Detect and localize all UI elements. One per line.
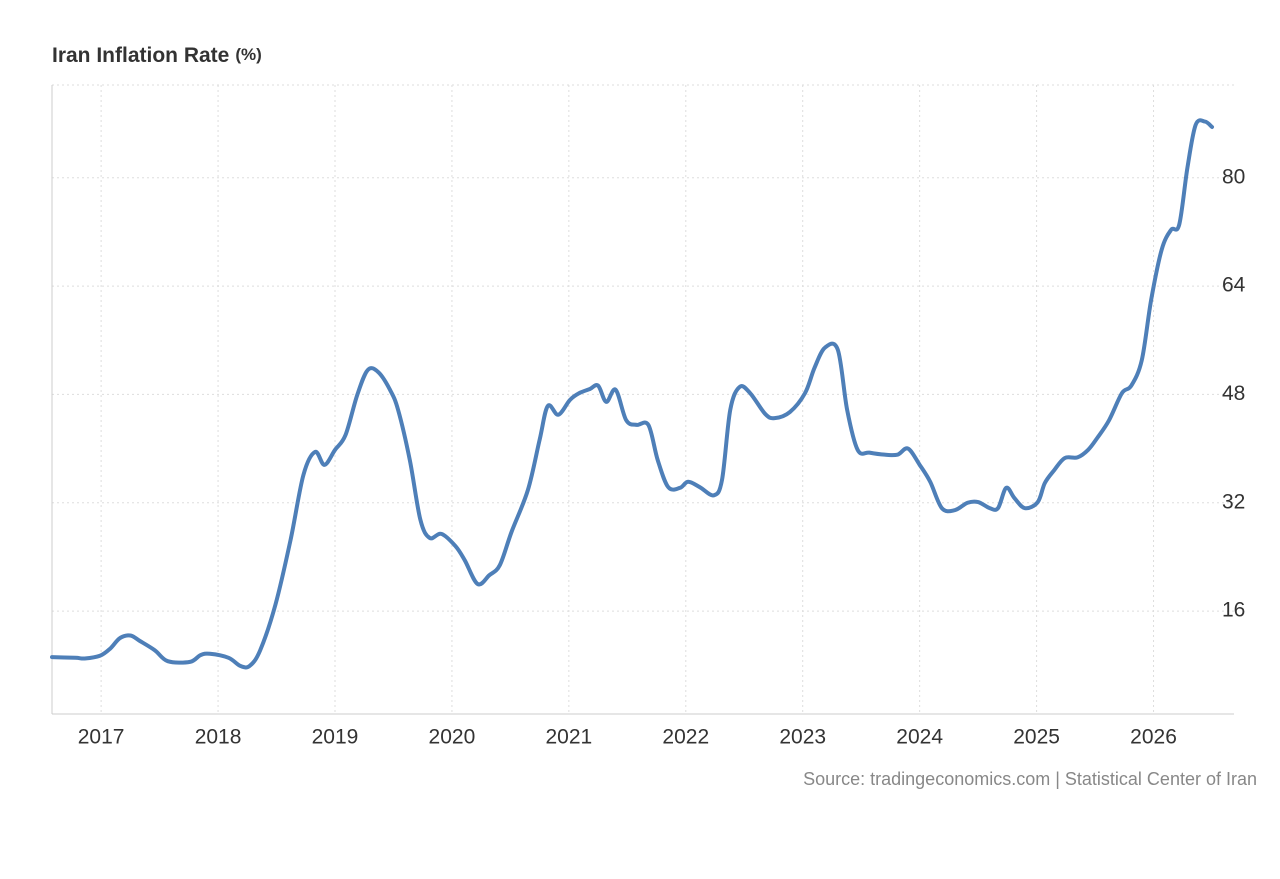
- x-tick-label: 2026: [1130, 726, 1177, 749]
- x-tick-label: 2020: [429, 726, 476, 749]
- y-tick-label: 48: [1222, 382, 1245, 405]
- y-tick-label: 64: [1222, 274, 1246, 297]
- x-tick-label: 2025: [1013, 726, 1060, 749]
- x-tick-label: 2018: [195, 726, 242, 749]
- x-tick-label: 2019: [312, 726, 359, 749]
- y-tick-label: 80: [1222, 165, 1245, 188]
- y-tick-label: 16: [1222, 599, 1245, 622]
- x-tick-label: 2023: [779, 726, 826, 749]
- chart-title: Iran Inflation Rate (%): [52, 44, 262, 67]
- x-tick-label: 2022: [662, 726, 709, 749]
- y-tick-label: 32: [1222, 490, 1245, 513]
- x-tick-label: 2024: [896, 726, 943, 749]
- title-unit: (%): [235, 45, 261, 64]
- x-tick-label: 2017: [78, 726, 125, 749]
- x-tick-label: 2021: [545, 726, 592, 749]
- line-series: [50, 118, 1214, 670]
- title-text: Iran Inflation Rate: [52, 44, 229, 67]
- source-note: Source: tradingeconomics.com | Statistic…: [803, 769, 1257, 789]
